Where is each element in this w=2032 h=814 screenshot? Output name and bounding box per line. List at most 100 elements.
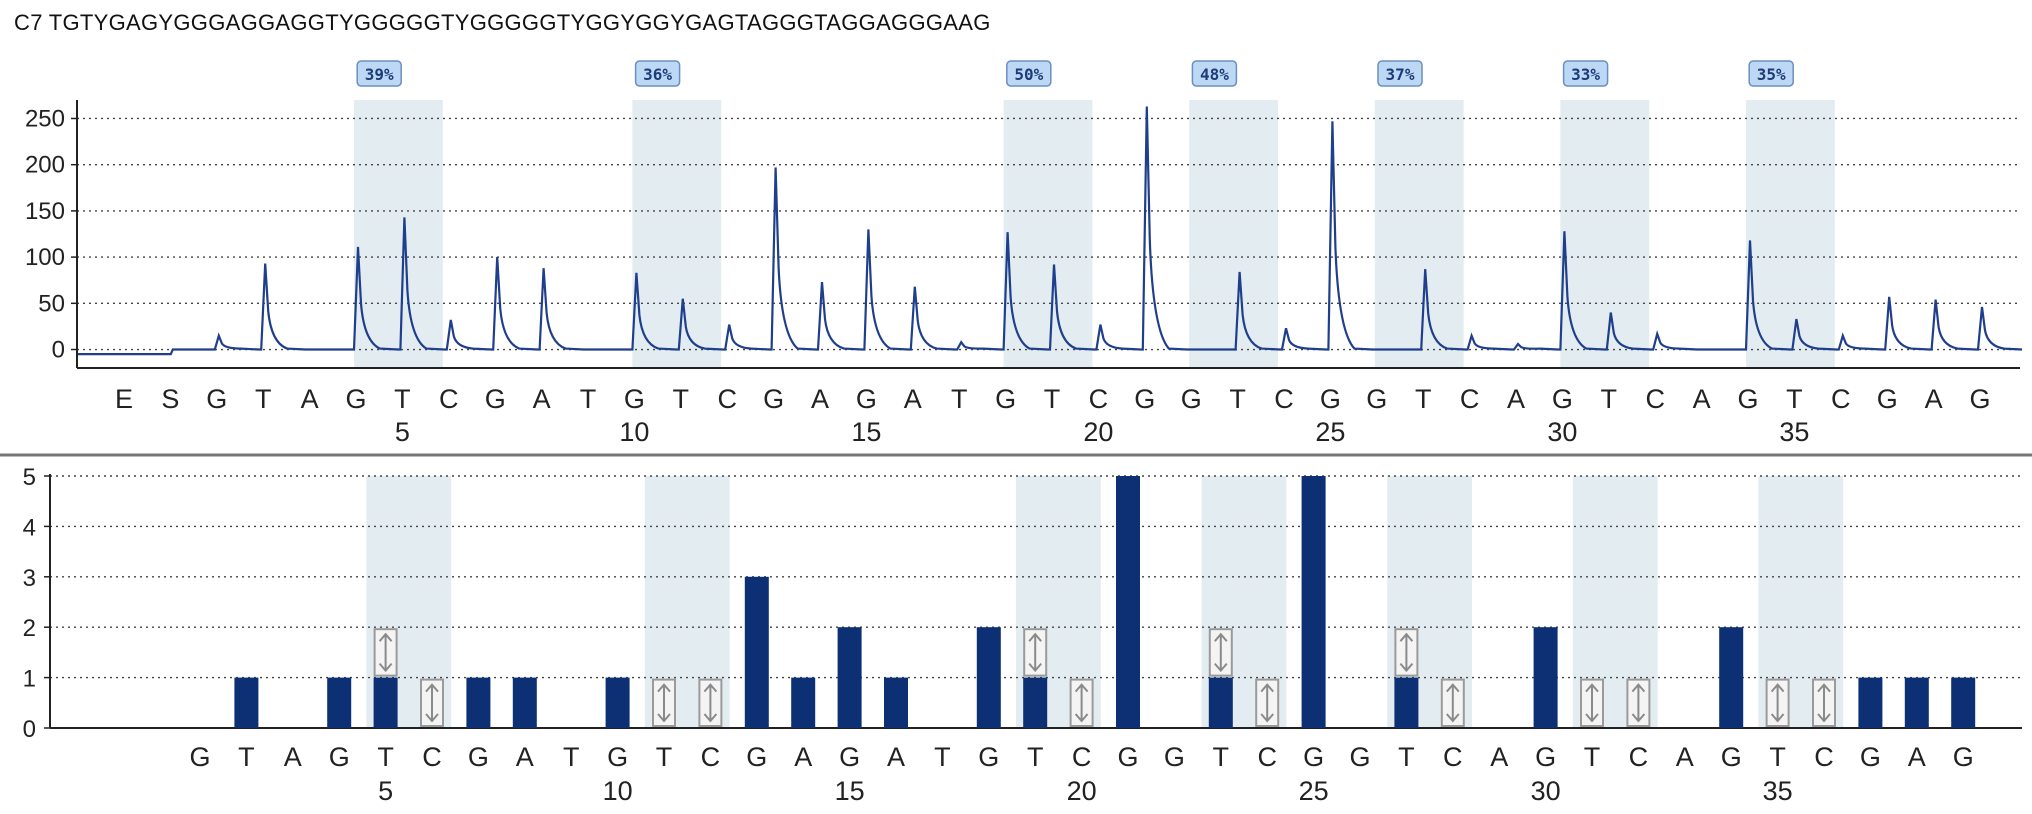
histogram-base: T: [1398, 742, 1415, 772]
dispensation-base: T: [394, 384, 411, 414]
position-number: 25: [1299, 776, 1329, 806]
histogram-base: A: [1908, 742, 1926, 772]
dispensation-base: T: [1786, 384, 1803, 414]
histogram-bar: [976, 627, 1001, 728]
position-number: 25: [1315, 417, 1345, 447]
histogram-base: A: [1490, 742, 1508, 772]
histogram-bar: [1208, 677, 1233, 728]
histogram-base: G: [1860, 742, 1881, 772]
histogram-bar: [234, 677, 259, 728]
histogram-base: G: [839, 742, 860, 772]
sample-sequence-title: C7 TGTYGAGYGGGAGGAGGTYGGGGGTYGGGGGTYGGYG…: [14, 10, 991, 35]
double-arrow-icon: [378, 632, 393, 673]
histogram-base: C: [1814, 742, 1834, 772]
cpg-region: [354, 100, 443, 368]
y-tick-label: 50: [38, 290, 65, 317]
dispensation-base: T: [951, 384, 968, 414]
histogram-base: T: [377, 742, 394, 772]
methylation-badge: [1748, 60, 1794, 87]
position-number: 5: [378, 776, 393, 806]
dispensation-base: G: [1181, 384, 1202, 414]
methylation-percent: 39%: [365, 65, 394, 84]
position-number: 15: [851, 417, 881, 447]
double-arrow-icon: [1399, 632, 1414, 673]
cpg-region: [1560, 100, 1650, 368]
position-number: 20: [1083, 417, 1113, 447]
histogram-base: G: [329, 742, 350, 772]
dispensation-base: T: [1601, 384, 1618, 414]
dispensation-base: C: [1460, 384, 1480, 414]
histogram-base: G: [1721, 742, 1742, 772]
dispensation-base: G: [485, 384, 506, 414]
histogram-base: T: [1213, 742, 1230, 772]
dispensation-base: T: [580, 384, 597, 414]
histogram-bar: [1301, 476, 1326, 728]
methylation-percent: 48%: [1200, 65, 1229, 84]
dispensation-base: E: [115, 384, 133, 414]
position-number: 10: [619, 417, 649, 447]
y-tick-label: 0: [52, 337, 65, 364]
histogram-bar: [791, 677, 816, 728]
dispensation-base: G: [206, 384, 227, 414]
histogram-base: G: [189, 742, 210, 772]
histogram-bar: [466, 677, 491, 728]
histogram-base: A: [284, 742, 302, 772]
dispensation-base: A: [904, 384, 922, 414]
dispensation-base: C: [1274, 384, 1294, 414]
histogram-base: C: [1629, 742, 1649, 772]
position-number: 30: [1547, 417, 1577, 447]
y-tick-label: 150: [25, 198, 65, 225]
histogram-base: G: [468, 742, 489, 772]
methylation-percent: 35%: [1757, 65, 1786, 84]
dispensation-base: T: [673, 384, 690, 414]
y-tick-label: 200: [25, 152, 65, 179]
histogram-base: T: [563, 742, 580, 772]
dispensation-base: G: [1366, 384, 1387, 414]
dispensation-base: T: [255, 384, 272, 414]
histogram-bar: [605, 677, 630, 728]
double-arrow-icon: [1585, 683, 1599, 723]
histogram-base: T: [934, 742, 951, 772]
y-tick-label: 1: [23, 666, 36, 693]
dispensation-base: C: [717, 384, 737, 414]
histogram-base: G: [746, 742, 767, 772]
histogram-base: T: [1027, 742, 1044, 772]
histogram-bar: [1951, 677, 1976, 728]
y-tick-label: 3: [23, 565, 36, 592]
histogram-base: C: [1072, 742, 1092, 772]
histogram-bar: [1858, 677, 1883, 728]
histogram-base: T: [656, 742, 673, 772]
cpg-region: [632, 100, 722, 368]
double-arrow-icon: [1631, 683, 1646, 723]
dispensation-base: G: [1737, 384, 1758, 414]
dispensation-base: G: [1552, 384, 1573, 414]
double-arrow-icon: [1028, 632, 1042, 673]
position-number: 10: [603, 776, 633, 806]
histogram-bar: [1719, 627, 1744, 728]
histogram-bar: [744, 576, 769, 728]
double-arrow-icon: [425, 683, 439, 723]
dispensation-base: A: [1693, 384, 1711, 414]
methylation-percent: 37%: [1386, 65, 1415, 84]
histogram-base: A: [887, 742, 905, 772]
histogram-bar: [373, 677, 398, 728]
position-number: 15: [835, 776, 865, 806]
dispensation-base: G: [995, 384, 1016, 414]
dispensation-base: T: [1229, 384, 1246, 414]
double-arrow-icon: [703, 683, 718, 723]
methylation-badge: [1191, 60, 1238, 87]
histogram-base: C: [1443, 742, 1463, 772]
dispensation-base: S: [161, 384, 179, 414]
methylation-percent: 33%: [1571, 65, 1600, 84]
methylation-badge: [356, 60, 402, 87]
histogram-base: G: [978, 742, 999, 772]
dispensation-base: G: [763, 384, 784, 414]
y-tick-label: 250: [25, 105, 65, 132]
histogram-bar: [1023, 677, 1048, 728]
histogram-base: G: [1349, 742, 1370, 772]
histogram-base: G: [1117, 742, 1138, 772]
histogram-bar: [327, 677, 352, 728]
dispensation-base: G: [1969, 384, 1990, 414]
dispensation-base: A: [1925, 384, 1943, 414]
